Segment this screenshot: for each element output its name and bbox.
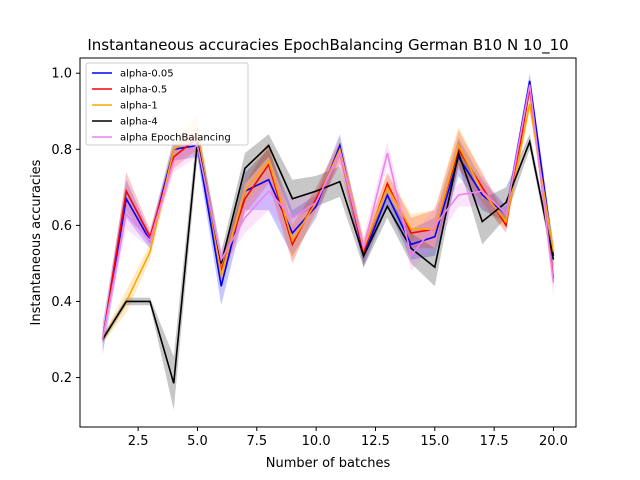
y-tick-label: 0.2 bbox=[51, 371, 72, 386]
legend-label: alpha-4 bbox=[120, 117, 158, 128]
legend-label: alpha-0.05 bbox=[120, 69, 174, 80]
y-axis-label: Instantaneous accuracies bbox=[29, 159, 44, 325]
x-tick-label: 12.5 bbox=[361, 434, 390, 449]
line-series-2 bbox=[101, 103, 555, 340]
series-lines bbox=[101, 80, 555, 384]
y-tick-label: 0.6 bbox=[51, 219, 72, 234]
legend: alpha-0.05 alpha-0.5 alpha-1 alpha-4 alpha E… bbox=[85, 62, 249, 146]
legend-box bbox=[85, 62, 249, 146]
x-axis-label: Number of batches bbox=[266, 456, 391, 471]
x-tick-label: 2.5 bbox=[128, 434, 149, 449]
plot-area-frame bbox=[79, 57, 577, 428]
line-series-3 bbox=[101, 138, 555, 384]
x-axis: 2.5 5.0 7.5 10.0 12.5 15.0 17.5 20.0 bbox=[128, 427, 568, 449]
line-series-4 bbox=[101, 84, 555, 340]
y-tick-label: 0.8 bbox=[51, 143, 72, 158]
x-tick-label: 20.0 bbox=[539, 434, 568, 449]
y-tick-label: 1.0 bbox=[51, 67, 72, 82]
y-tick-label: 0.4 bbox=[51, 295, 72, 310]
x-tick-label: 7.5 bbox=[246, 434, 267, 449]
legend-label: alpha EpochBalancing bbox=[120, 133, 231, 144]
y-axis: 0.2 0.4 0.6 0.8 1.0 bbox=[51, 67, 80, 386]
band-series-3 bbox=[102, 126, 554, 410]
chart-title: Instantaneous accuracies EpochBalancing … bbox=[87, 36, 568, 55]
x-tick-label: 17.5 bbox=[480, 434, 509, 449]
x-tick-label: 5.0 bbox=[187, 434, 208, 449]
legend-label: alpha-0.5 bbox=[120, 85, 167, 96]
x-tick-label: 15.0 bbox=[420, 434, 449, 449]
confidence-bands bbox=[102, 73, 554, 410]
legend-label: alpha-1 bbox=[120, 101, 158, 112]
x-tick-label: 10.0 bbox=[302, 434, 331, 449]
